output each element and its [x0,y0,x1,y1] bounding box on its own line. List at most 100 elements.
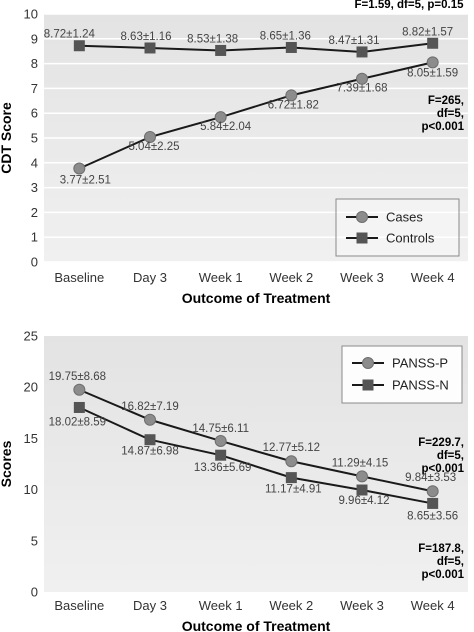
x-tick-label: Day 3 [133,598,167,613]
series-line [78,406,433,505]
y-tick-label: 10 [24,482,38,497]
data-point-circle [144,413,156,426]
data-label: 8.53±1.38 [187,33,238,45]
data-point-circle [73,383,86,396]
legend-marker-circle [356,211,368,223]
y-tick-label: 10 [24,7,38,22]
data-label: 8.65±3.56 [407,510,458,522]
data-label: 5.84±2.04 [200,121,252,133]
x-tick-label: Day 3 [133,270,167,285]
y-tick-label: 25 [24,329,38,344]
data-label: 7.39±1.68 [336,83,387,95]
series-line [78,388,433,493]
legend-box [341,345,463,404]
stat-annotation: F=1.59, df=5, p=0.15 [355,0,465,11]
x-tick-label: Week 2 [269,598,313,613]
stat-annotation: F=229.7, [418,437,464,449]
x-axis-title: Outcome of Treatment [182,618,331,632]
data-point-circle [356,470,368,483]
data-label: 13.36±5.69 [194,462,251,474]
stat-annotation: F=187.8, [418,543,464,555]
y-tick-label: 9 [31,31,38,46]
y-tick-label: 15 [24,431,38,446]
stat-annotation: p<0.001 [421,569,464,581]
data-label: 5.04±2.25 [128,141,179,153]
data-label: 9.84±3.53 [405,472,456,484]
data-label: 11.29±4.15 [332,457,389,469]
y-tick-label: 3 [31,180,38,195]
data-label: 8.63±1.16 [120,31,171,43]
legend-label: PANSS-N [392,378,449,393]
legend-label: Cases [386,210,423,225]
stat-annotation: p<0.001 [421,463,464,475]
data-point-square [356,484,368,496]
data-label: 14.75±6.11 [192,423,249,435]
data-label: 12.77±5.12 [263,442,320,454]
y-tick-label: 5 [31,533,38,548]
series-line [79,42,433,53]
stat-annotation: df=5, [437,556,464,568]
y-tick-label: 6 [31,106,38,121]
x-tick-label: Baseline [54,598,104,613]
data-label: 19.75±8.68 [49,371,106,383]
legend-marker-square [362,379,374,391]
data-label: 18.02±8.59 [49,416,106,428]
stat-annotation: F=265, [428,95,464,107]
y-tick-label: 5 [31,131,38,146]
data-point-square [215,449,227,461]
legend-label: PANSS-P [392,356,448,371]
data-label: 11.17±4.91 [265,484,322,496]
data-label: 8.65±1.36 [260,30,311,42]
stat-annotation: p<0.001 [421,121,464,133]
x-tick-label: Week 2 [269,270,313,285]
data-point-square [144,434,156,446]
x-tick-label: Week 4 [411,598,455,613]
legend-marker-square [356,232,368,244]
data-point-square [144,42,156,54]
data-point-square [285,472,297,484]
data-point-circle [285,455,298,468]
stat-annotation: df=5, [437,450,464,462]
data-point-circle [214,111,227,124]
data-point-circle [144,131,156,144]
y-tick-label: 0 [31,255,38,270]
legend-box [335,198,460,257]
data-point-circle [426,485,439,498]
data-point-circle [73,162,86,175]
y-tick-label: 8 [31,56,38,71]
data-label: 8.82±1.57 [402,26,453,38]
series-line [78,61,433,170]
y-tick-label: 0 [31,585,38,600]
data-label: 8.05±1.59 [407,67,458,79]
data-label: 9.96±4.12 [338,495,389,507]
x-tick-label: Week 3 [340,270,384,285]
data-point-circle [426,56,439,69]
y-tick-label: 4 [31,155,38,170]
x-tick-label: Baseline [54,270,104,285]
data-point-square [427,497,439,509]
y-axis-title: Scores [0,440,14,487]
data-point-square [73,40,85,52]
data-label: 14.87±6.98 [121,446,178,458]
y-tick-label: 7 [31,81,38,96]
data-point-square [73,401,85,413]
legend-label: Controls [386,231,435,246]
data-point-square [285,41,297,53]
y-tick-label: 2 [31,205,38,220]
data-label: 8.72±1.24 [44,29,96,41]
y-tick-label: 20 [24,380,38,395]
data-point-square [215,44,227,56]
x-tick-label: Week 4 [411,270,455,285]
data-label: 8.47±1.31 [328,35,379,47]
data-label: 3.77±2.51 [60,175,111,187]
x-tick-label: Week 1 [199,598,243,613]
data-label: 6.72±1.82 [268,99,319,111]
data-point-square [356,46,368,58]
data-label: 16.82±7.19 [121,401,178,413]
data-point-circle [285,89,298,102]
data-point-square [427,37,439,49]
data-point-circle [214,434,227,447]
data-point-circle [356,72,368,85]
stat-annotation: df=5, [437,108,464,120]
